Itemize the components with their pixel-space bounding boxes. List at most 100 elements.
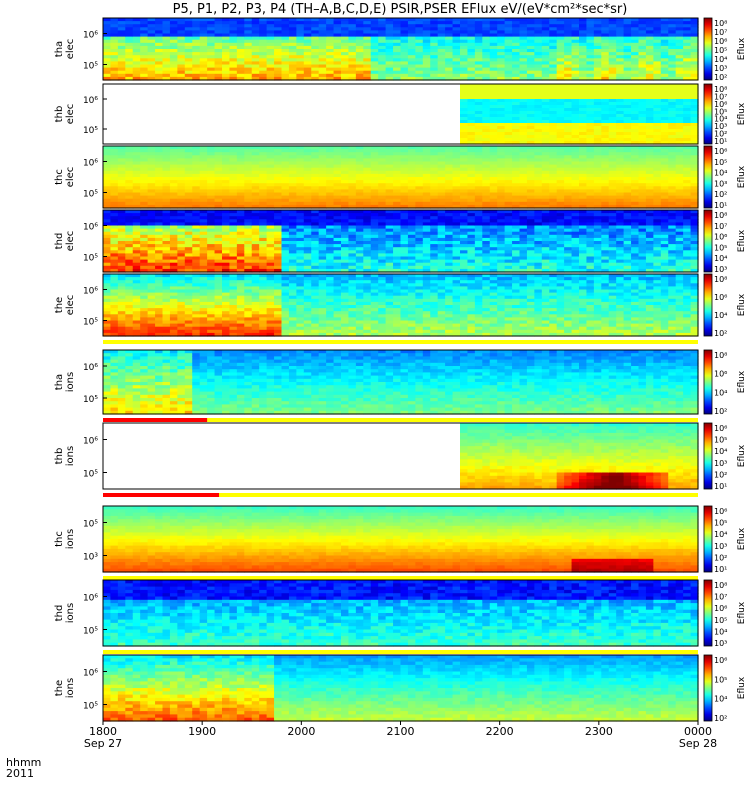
spectrogram-cell <box>474 189 483 194</box>
spectrogram-cell <box>623 96 632 100</box>
spectrogram-cell <box>296 189 305 194</box>
spectrogram-cell <box>147 39 156 44</box>
spectrogram-cell <box>355 146 364 150</box>
spectrogram-cell <box>244 61 253 66</box>
spectrogram-cell <box>333 265 342 270</box>
spectrogram-cell <box>422 268 431 273</box>
spectrogram-cell <box>653 108 662 112</box>
spectrogram-cell <box>110 36 119 41</box>
spectrogram-cell <box>169 253 178 258</box>
spectrogram-cell <box>534 141 543 145</box>
spectrogram-cell <box>378 234 387 239</box>
spectrogram-cell <box>378 155 387 159</box>
spectrogram-cell <box>318 219 327 223</box>
spectrogram-cell <box>623 55 632 59</box>
spectrogram-cell <box>177 216 186 220</box>
spectrogram-cell <box>422 256 431 261</box>
spectrogram-cell <box>422 262 431 267</box>
spectrogram-cell <box>452 201 461 206</box>
spectrogram-cell <box>169 55 178 59</box>
spectrogram-cell <box>229 52 238 56</box>
spectrogram-cell <box>690 146 699 150</box>
spectrogram-cell <box>311 186 320 190</box>
spectrogram-cell <box>132 204 141 209</box>
spectrogram-cell <box>430 45 439 50</box>
spectrogram-cell <box>467 138 476 142</box>
spectrogram-cell <box>571 189 580 194</box>
spectrogram-cell <box>549 135 558 139</box>
spectrogram-cell <box>430 225 439 230</box>
spectrogram-cell <box>601 120 610 124</box>
spectrogram-cell <box>445 167 454 172</box>
spectrogram-cell <box>400 186 409 190</box>
spectrogram-cell <box>519 93 528 97</box>
spectrogram-cell <box>474 170 483 175</box>
spectrogram-cell <box>333 195 342 200</box>
spectrogram-cell <box>222 55 231 59</box>
spectrogram-cell <box>341 210 350 214</box>
spectrogram-cell <box>452 33 461 38</box>
spectrogram-cell <box>690 18 699 22</box>
spectrogram-cell <box>541 114 550 118</box>
spectrogram-cell <box>497 21 506 25</box>
spectrogram-cell <box>318 173 327 178</box>
spectrogram-cell <box>370 21 379 25</box>
spectrogram-cell <box>623 201 632 206</box>
spectrogram-cell <box>236 58 245 62</box>
spectrogram-cell <box>616 167 625 172</box>
spectrogram-cell <box>586 52 595 56</box>
spectrogram-cell <box>512 33 521 38</box>
spectrogram-cell <box>519 67 528 72</box>
spectrogram-cell <box>452 225 461 230</box>
spectrogram-cell <box>519 30 528 35</box>
spectrogram-cell <box>281 58 290 62</box>
spectrogram-cell <box>236 45 245 50</box>
spectrogram-cell <box>274 52 283 56</box>
spectrogram-cell <box>229 49 238 53</box>
spectrogram-cell <box>177 36 186 41</box>
spectrogram-cell <box>437 149 446 153</box>
spectrogram-cell <box>140 253 149 258</box>
spectrogram-cell <box>564 55 573 59</box>
spectrogram-cell <box>571 55 580 59</box>
spectrogram-cell <box>229 198 238 203</box>
spectrogram-cell <box>229 241 238 245</box>
spectrogram-cell <box>549 24 558 28</box>
spectrogram-cell <box>430 42 439 47</box>
spectrogram-cell <box>497 132 506 136</box>
spectrogram-cell <box>653 21 662 25</box>
spectrogram-cell <box>207 52 216 56</box>
spectrogram-cell <box>623 149 632 153</box>
spectrogram-cell <box>363 228 372 233</box>
spectrogram-cell <box>251 49 260 53</box>
spectrogram-cell <box>177 67 186 72</box>
spectrogram-cell <box>675 180 684 184</box>
spectrogram-cell <box>616 73 625 78</box>
spectrogram-cell <box>192 253 201 258</box>
spectrogram-cell <box>169 152 178 156</box>
spectrogram-cell <box>623 90 632 94</box>
spectrogram-cell <box>251 61 260 66</box>
spectrogram-cell <box>631 18 640 22</box>
spectrogram-cell <box>266 244 275 248</box>
spectrogram-cell <box>616 135 625 139</box>
spectrogram-cell <box>378 21 387 25</box>
spectrogram-cell <box>407 195 416 200</box>
spectrogram-cell <box>616 58 625 62</box>
spectrogram-cell <box>668 186 677 190</box>
spectrogram-cell <box>244 225 253 230</box>
spectrogram-cell <box>593 27 602 31</box>
spectrogram-cell <box>184 64 193 69</box>
spectrogram-cell <box>311 170 320 175</box>
spectrogram-cell <box>288 180 297 184</box>
spectrogram-cell <box>259 262 268 267</box>
spectrogram-cell <box>162 183 171 187</box>
spectrogram-cell <box>556 186 565 190</box>
spectrogram-cell <box>400 201 409 206</box>
spectrogram-cell <box>519 170 528 175</box>
spectrogram-cell <box>660 18 669 22</box>
spectrogram-cell <box>214 219 223 223</box>
spectrogram-cell <box>489 247 498 251</box>
spectrogram-cell <box>266 186 275 190</box>
spectrogram-cell <box>467 70 476 75</box>
